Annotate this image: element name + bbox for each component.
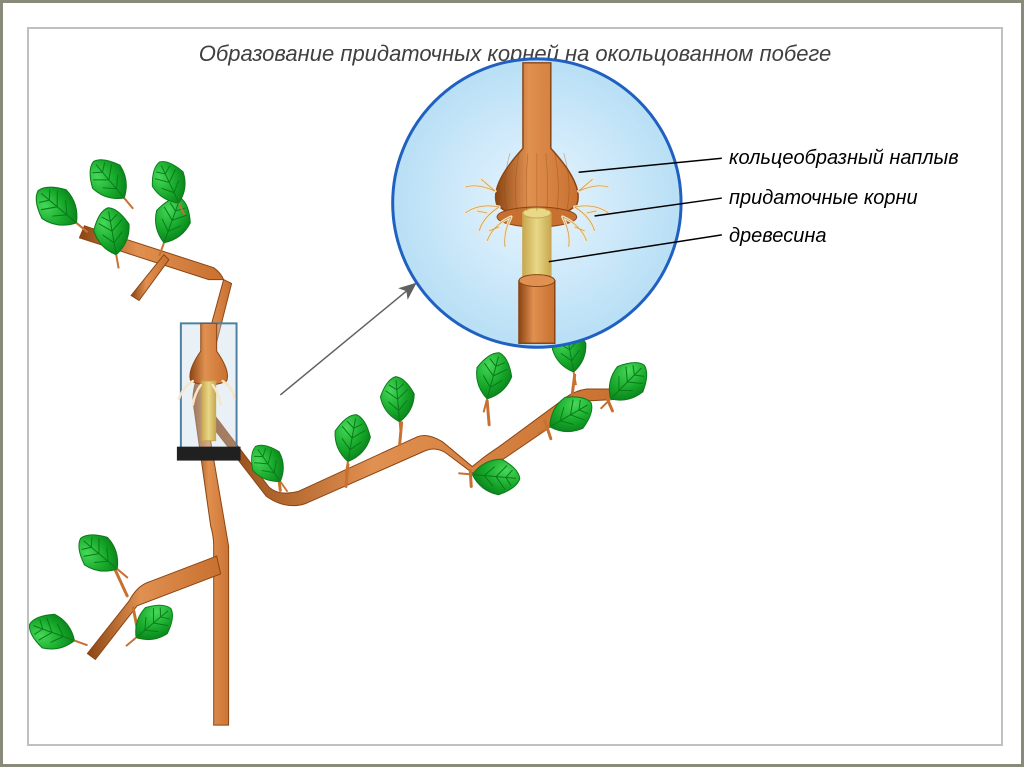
diagram-svg [29, 29, 1001, 744]
magnified-detail [393, 59, 681, 347]
rooting-jar [177, 323, 241, 460]
outer-frame: Образование придаточных корней на окольц… [0, 0, 1024, 767]
label-1: придаточные корни [729, 187, 918, 210]
label-2: древесина [729, 225, 826, 248]
inner-frame: Образование придаточных корней на окольц… [27, 27, 1003, 746]
label-0: кольцеобразный наплыв [729, 147, 959, 170]
